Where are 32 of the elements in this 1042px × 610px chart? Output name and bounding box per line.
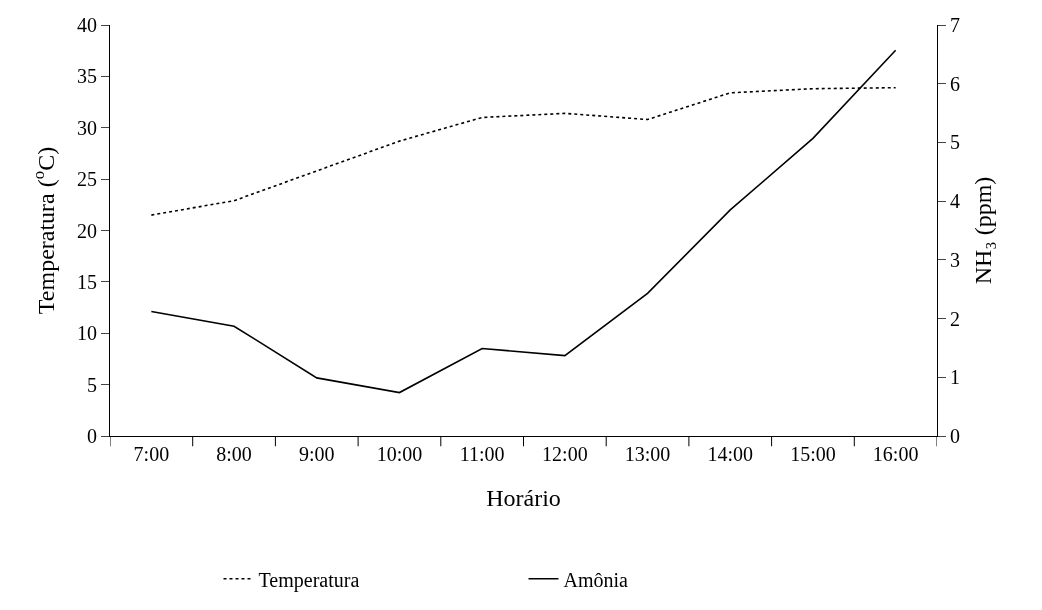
y2-tick-label: 0 — [950, 425, 960, 447]
y2-tick-label: 4 — [950, 190, 960, 213]
x-tick-label: 13:00 — [624, 443, 671, 465]
legend-label: Temperatura — [258, 568, 360, 592]
y2-tick-label: 5 — [950, 131, 960, 154]
y-tick-label: 15 — [77, 270, 97, 293]
x-tick-label: 8:00 — [216, 443, 252, 465]
x-tick-label: 10:00 — [376, 443, 423, 465]
legend-label: Amônia — [563, 568, 629, 591]
y-tick-label: 40 — [77, 14, 97, 36]
y-tick-label: 35 — [77, 65, 97, 88]
x-tick-label: 9:00 — [298, 443, 335, 465]
y2-tick-label: 7 — [950, 14, 960, 36]
y-tick-label: 20 — [77, 219, 97, 242]
x-tick-label: 7:00 — [133, 443, 170, 465]
x-tick-label: 15:00 — [790, 443, 836, 465]
y2-tick-label: 2 — [950, 307, 960, 330]
x-tick-label: 12:00 — [542, 443, 588, 465]
line-series — [150, 49, 897, 394]
y2-tick-label: 3 — [950, 248, 960, 271]
y-tick-label: 10 — [77, 322, 97, 345]
x-axis-title: Horário — [486, 485, 561, 512]
y-tick-label: 30 — [77, 116, 97, 139]
x-tick-label: 11:00 — [459, 443, 505, 465]
x-tick-label: 14:00 — [707, 443, 754, 465]
x-tick-label: 16:00 — [872, 443, 919, 465]
y2-tick-label: 6 — [950, 72, 960, 95]
y-tick-label: 0 — [87, 425, 97, 447]
y-tick-label: 5 — [87, 373, 97, 396]
y2-axis-title: NH₃ (ppm) — [970, 176, 997, 285]
y2-tick-label: 1 — [950, 366, 960, 389]
y-tick-label: 25 — [77, 168, 97, 191]
